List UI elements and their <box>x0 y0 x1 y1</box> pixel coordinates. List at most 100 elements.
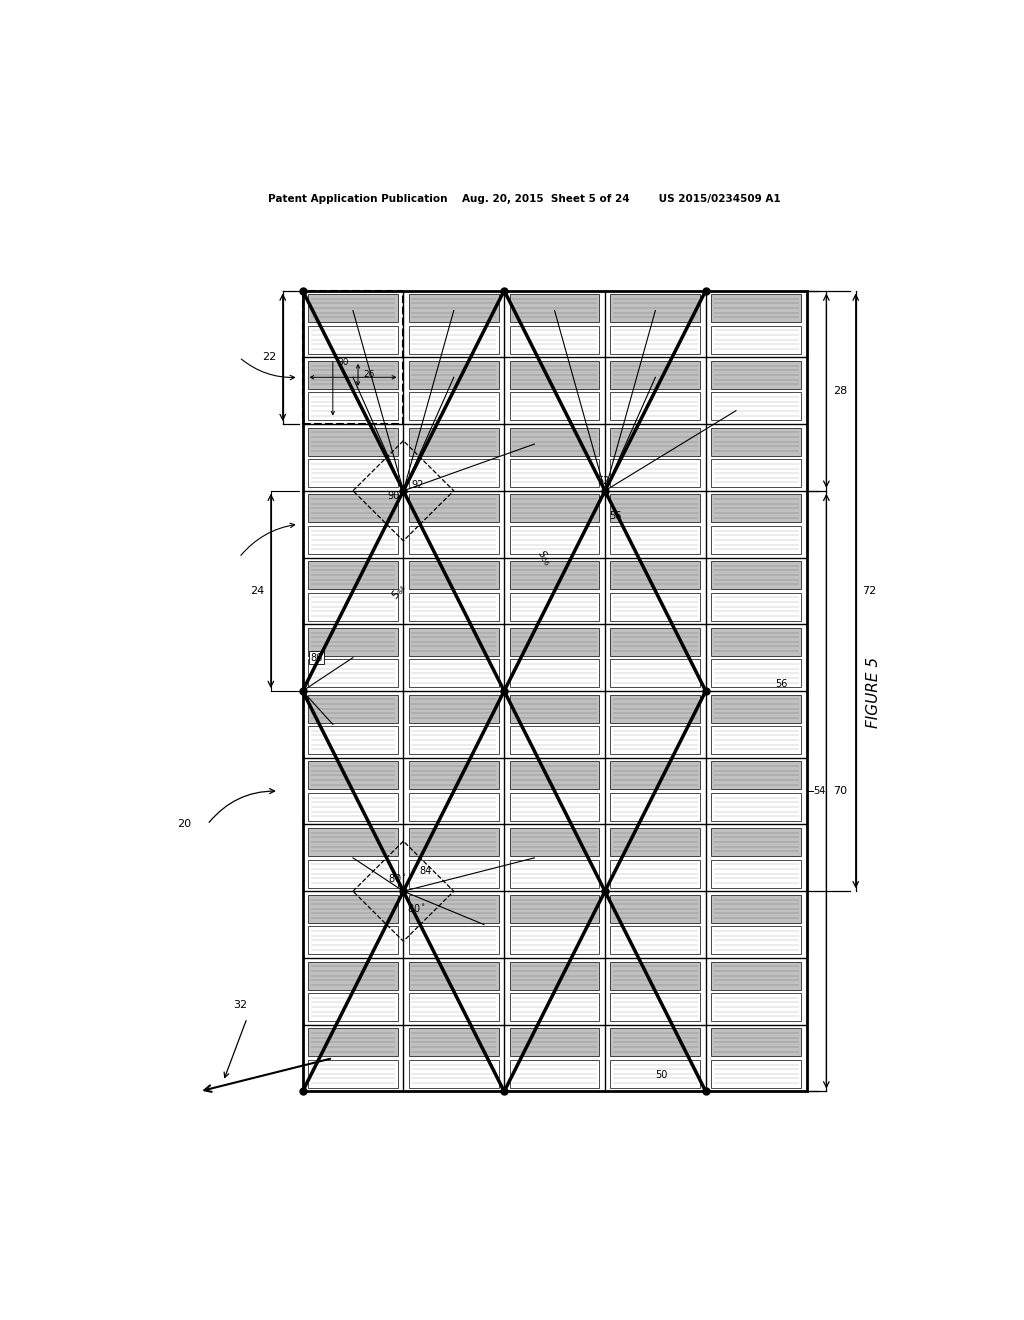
Bar <box>610 459 700 487</box>
Bar <box>510 694 599 722</box>
Bar <box>409 525 499 554</box>
Bar <box>510 294 599 322</box>
Bar <box>510 525 599 554</box>
Bar <box>510 459 599 487</box>
Bar <box>610 593 700 620</box>
Bar <box>712 660 801 688</box>
Bar <box>610 392 700 420</box>
Bar <box>610 294 700 322</box>
Bar <box>610 660 700 688</box>
Bar <box>610 561 700 589</box>
Bar <box>610 993 700 1022</box>
Bar <box>610 360 700 389</box>
Bar <box>510 762 599 789</box>
Bar <box>510 962 599 990</box>
Bar <box>610 895 700 923</box>
Bar <box>409 561 499 589</box>
Text: $S_{84}$: $S_{84}$ <box>388 581 409 602</box>
Bar <box>409 459 499 487</box>
Bar <box>409 993 499 1022</box>
Bar <box>510 628 599 656</box>
Bar <box>610 628 700 656</box>
Bar <box>510 326 599 354</box>
Bar <box>610 694 700 722</box>
Text: 24: 24 <box>250 586 264 595</box>
Text: $80^\circ$: $80^\circ$ <box>387 873 407 884</box>
Bar <box>610 762 700 789</box>
Bar <box>409 793 499 821</box>
Bar <box>610 525 700 554</box>
Bar <box>610 859 700 887</box>
Text: $S_{56}$: $S_{56}$ <box>535 546 555 568</box>
Bar <box>308 828 398 855</box>
Bar <box>308 628 398 656</box>
Bar <box>308 525 398 554</box>
Bar <box>308 726 398 754</box>
Bar <box>409 593 499 620</box>
Bar <box>308 859 398 887</box>
Bar <box>712 993 801 1022</box>
Bar <box>610 1060 700 1088</box>
Bar <box>712 895 801 923</box>
Bar <box>712 360 801 389</box>
Bar <box>308 294 398 322</box>
Text: 56: 56 <box>775 680 787 689</box>
Bar <box>409 828 499 855</box>
Bar <box>510 360 599 389</box>
Bar <box>409 660 499 688</box>
Bar <box>610 962 700 990</box>
Text: 56: 56 <box>609 511 622 521</box>
Bar <box>510 793 599 821</box>
Bar <box>712 1028 801 1056</box>
Bar <box>308 694 398 722</box>
Bar <box>510 593 599 620</box>
Bar <box>712 793 801 821</box>
Text: 28: 28 <box>833 385 847 396</box>
Bar <box>409 895 499 923</box>
Bar <box>510 660 599 688</box>
Bar <box>712 525 801 554</box>
Bar <box>510 895 599 923</box>
Bar <box>510 1028 599 1056</box>
Bar <box>610 726 700 754</box>
Bar <box>712 428 801 455</box>
Bar <box>712 1060 801 1088</box>
Bar <box>610 927 700 954</box>
Bar <box>409 428 499 455</box>
Bar <box>510 392 599 420</box>
Bar <box>308 428 398 455</box>
Bar <box>712 326 801 354</box>
Text: FIGURE 5: FIGURE 5 <box>866 656 882 727</box>
Bar <box>712 392 801 420</box>
Bar <box>510 927 599 954</box>
Bar <box>308 793 398 821</box>
Bar <box>409 1028 499 1056</box>
Bar <box>510 859 599 887</box>
Bar <box>409 628 499 656</box>
Bar <box>308 593 398 620</box>
Bar <box>610 326 700 354</box>
Bar <box>610 828 700 855</box>
Bar <box>712 762 801 789</box>
Bar <box>409 326 499 354</box>
Bar <box>712 726 801 754</box>
Text: 90: 90 <box>387 491 399 502</box>
Bar <box>308 495 398 523</box>
Bar <box>308 660 398 688</box>
Text: 50: 50 <box>655 1069 668 1080</box>
Bar <box>409 360 499 389</box>
Text: 70: 70 <box>833 787 847 796</box>
Bar <box>510 495 599 523</box>
Bar <box>409 1060 499 1088</box>
Bar <box>308 1060 398 1088</box>
Bar <box>308 895 398 923</box>
Bar <box>409 962 499 990</box>
Bar <box>712 294 801 322</box>
Bar <box>610 428 700 455</box>
Bar <box>308 1028 398 1056</box>
Bar <box>308 392 398 420</box>
Text: 30: 30 <box>337 358 348 367</box>
Bar <box>308 326 398 354</box>
Bar <box>712 628 801 656</box>
Text: $80^\circ$: $80^\circ$ <box>408 902 426 913</box>
